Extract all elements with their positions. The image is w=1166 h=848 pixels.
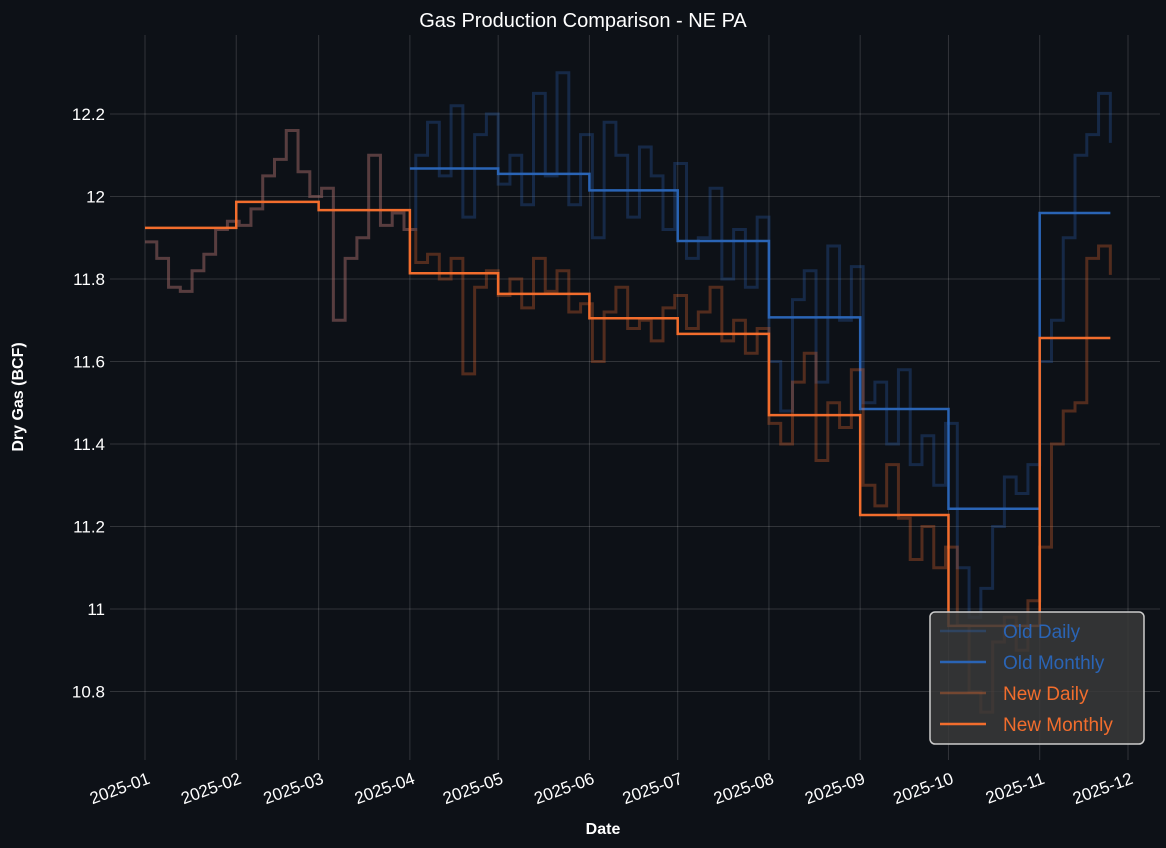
- x-axis-label: Date: [586, 821, 621, 838]
- legend: Old Daily Old Monthly New Daily New Monthly: [929, 611, 1145, 745]
- y-tick-label: 12: [86, 188, 105, 207]
- y-tick-label: 11.6: [73, 353, 105, 372]
- series-group: [145, 71, 1112, 714]
- chart-title: Gas Production Comparison - NE PA: [419, 10, 747, 32]
- y-tick-label: 11.8: [73, 270, 105, 289]
- y-tick-label: 11.4: [73, 435, 105, 454]
- legend-label: Old Monthly: [1003, 653, 1105, 674]
- legend-label: New Daily: [1003, 684, 1089, 705]
- y-tick-label: 11.2: [73, 518, 105, 537]
- legend-label: New Monthly: [1003, 715, 1113, 736]
- series-line-old-daily: [145, 71, 1112, 619]
- y-tick-label: 12.2: [72, 105, 105, 124]
- legend-label: Old Daily: [1003, 622, 1081, 643]
- y-axis-ticks: 10.8 11 11.2 11.4 11.6 11.8 12 12.2: [72, 105, 105, 702]
- series-line-new-daily: [145, 129, 1112, 714]
- series-line-new-monthly: [145, 200, 1111, 628]
- series-line-old-monthly: [409, 167, 1111, 511]
- legend-box: [929, 611, 1145, 745]
- y-tick-label: 11: [87, 600, 105, 619]
- y-axis-label: Dry Gas (BCF): [10, 342, 27, 451]
- y-tick-label: 10.8: [72, 683, 105, 702]
